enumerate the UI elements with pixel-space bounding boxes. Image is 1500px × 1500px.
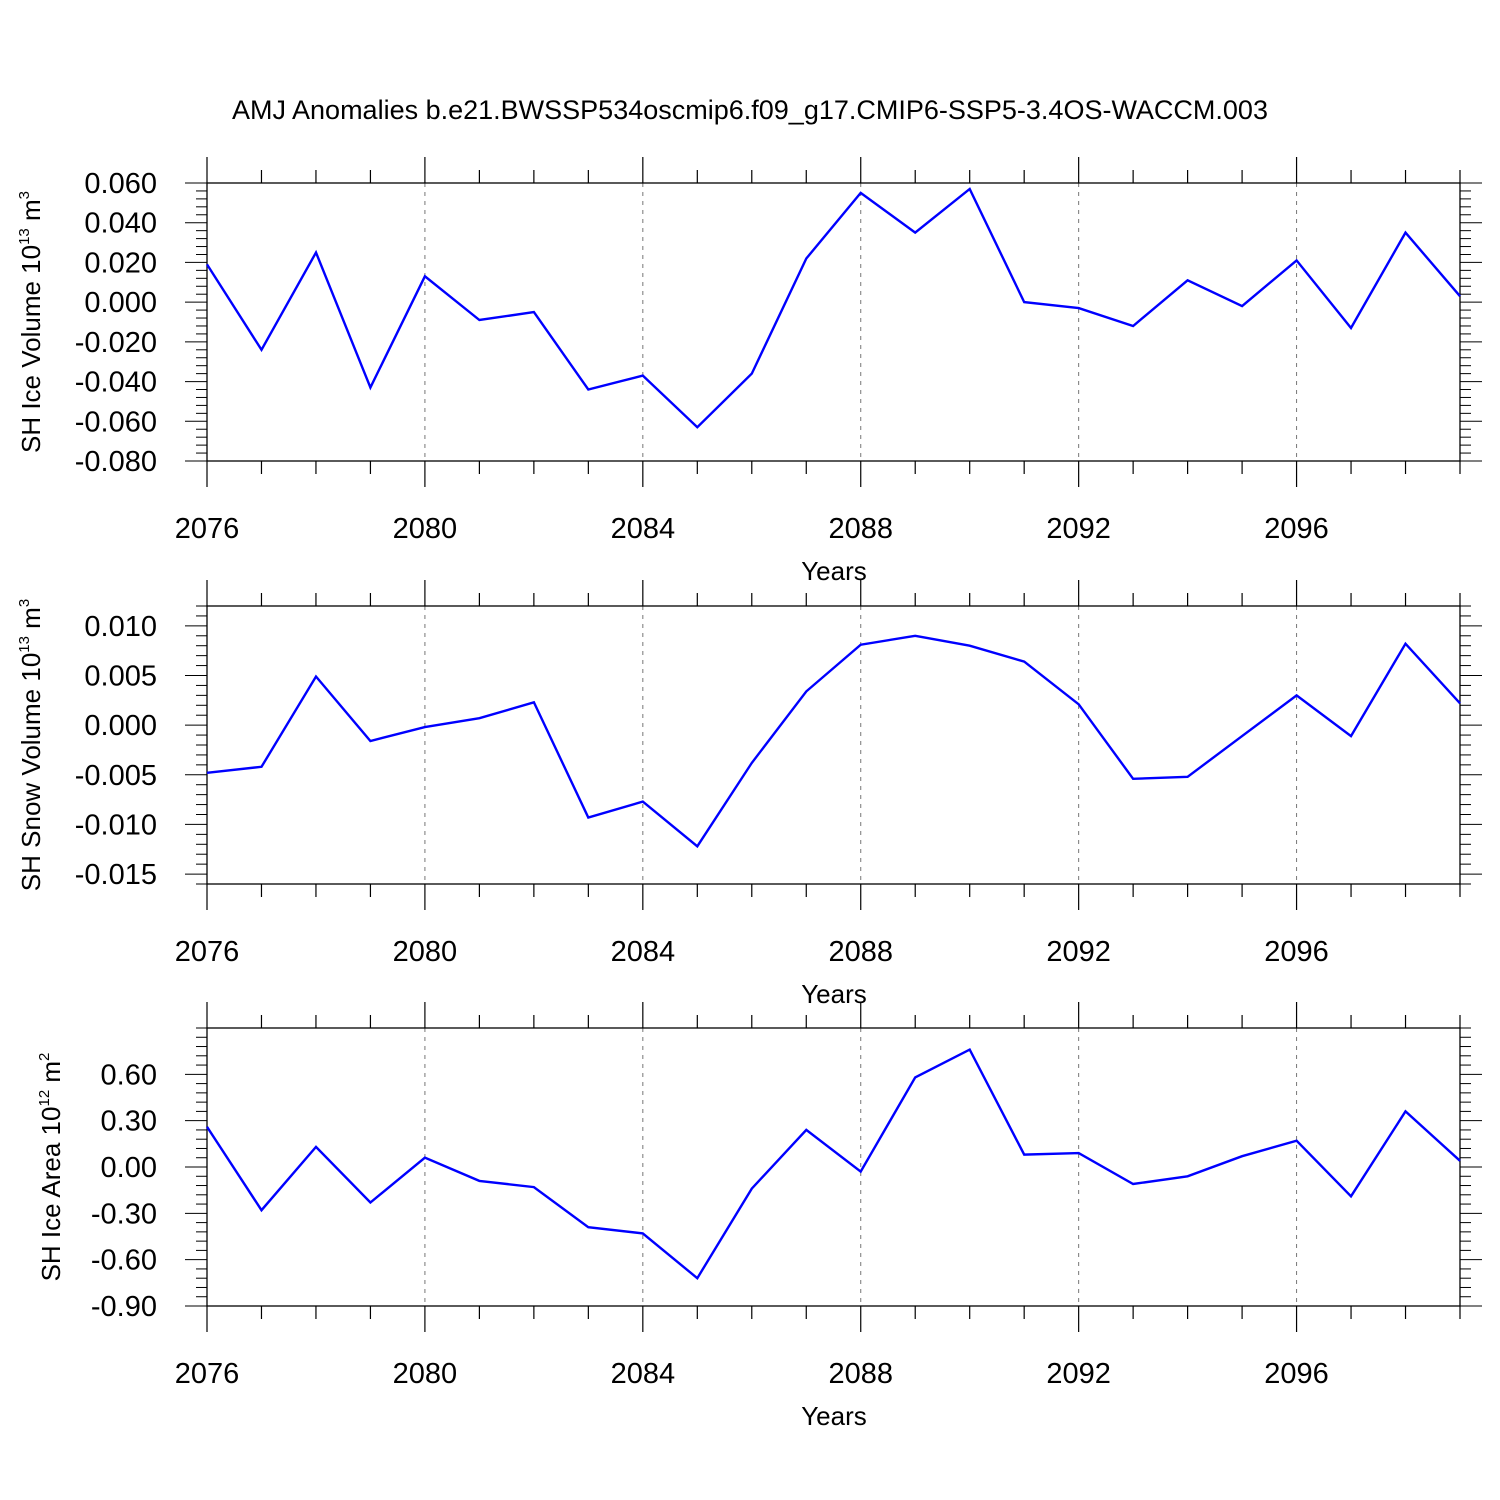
y-tick-label: -0.010	[75, 809, 157, 841]
y-axis-label: SH Ice Volume 1013 m3	[16, 191, 46, 453]
y-tick-label: -0.040	[75, 367, 157, 399]
x-tick-label: 2088	[828, 513, 893, 545]
panels: -0.080 -0.060 -0.040 -0.020 0.000 0.020 0.040 0…	[16, 157, 1482, 1431]
x-tick-label: 2076	[175, 1358, 240, 1390]
figure-title: AMJ Anomalies b.e21.BWSSP534oscmip6.f09_…	[232, 95, 1268, 125]
y-tick-label: -0.060	[75, 406, 157, 438]
y-tick-label: 0.00	[101, 1152, 157, 1184]
x-tick-label: 2084	[611, 513, 676, 545]
panel-3: -0.90 -0.60 -0.30 0.00 0.30 0.60 2076 2080 2084 2…	[36, 1002, 1482, 1431]
x-tick-label: 2088	[828, 1358, 893, 1390]
panel-2: -0.015 -0.010 -0.005 0.000 0.005 0.010 2076 208…	[16, 580, 1482, 1009]
y-tick-label: 0.040	[84, 208, 157, 240]
x-tick-label: 2080	[393, 936, 458, 968]
series-line	[205, 1047, 1461, 1281]
y-tick-label: -0.080	[75, 446, 157, 478]
y-tick-label: -0.30	[91, 1198, 157, 1230]
y-tick-label: -0.005	[75, 760, 157, 792]
x-tick-label: 2084	[611, 936, 676, 968]
x-tick-label: 2084	[611, 1358, 676, 1390]
y-tick-label: 0.020	[84, 247, 157, 279]
panel-1: -0.080 -0.060 -0.040 -0.020 0.000 0.020 0.040 0…	[16, 157, 1482, 586]
y-tick-label: -0.020	[75, 327, 157, 359]
y-tick-label: 0.30	[101, 1106, 157, 1138]
x-axis-label: Years	[801, 556, 867, 586]
x-tick-label: 2092	[1046, 936, 1111, 968]
x-tick-label: 2096	[1264, 513, 1329, 545]
y-axis-label: SH Snow Volume 1013 m3	[16, 599, 46, 891]
y-tick-label: -0.90	[91, 1291, 157, 1323]
x-tick-label: 2096	[1264, 936, 1329, 968]
y-tick-label: 0.060	[84, 168, 157, 200]
y-tick-label: -0.015	[75, 859, 157, 891]
series-line	[206, 634, 1461, 849]
y-tick-label: 0.010	[84, 611, 157, 643]
x-tick-label: 2092	[1046, 1358, 1111, 1390]
y-tick-label: 0.60	[101, 1059, 157, 1091]
x-tick-label: 2092	[1046, 513, 1111, 545]
y-axis-label: SH Ice Area 1012 m2	[36, 1053, 66, 1282]
x-tick-label: 2088	[828, 936, 893, 968]
x-axis-label: Years	[801, 1401, 867, 1431]
plot-frame	[206, 182, 1461, 462]
y-tick-label: 0.000	[84, 287, 157, 319]
y-tick-label: -0.60	[91, 1245, 157, 1277]
y-tick-label: 0.000	[84, 710, 157, 742]
x-tick-label: 2080	[393, 1358, 458, 1390]
x-tick-label: 2080	[393, 513, 458, 545]
x-tick-label: 2076	[175, 513, 240, 545]
series-line	[205, 187, 1461, 429]
x-tick-label: 2076	[175, 936, 240, 968]
y-tick-label: 0.005	[84, 661, 157, 693]
x-axis-label: Years	[801, 979, 867, 1009]
x-tick-label: 2096	[1264, 1358, 1329, 1390]
